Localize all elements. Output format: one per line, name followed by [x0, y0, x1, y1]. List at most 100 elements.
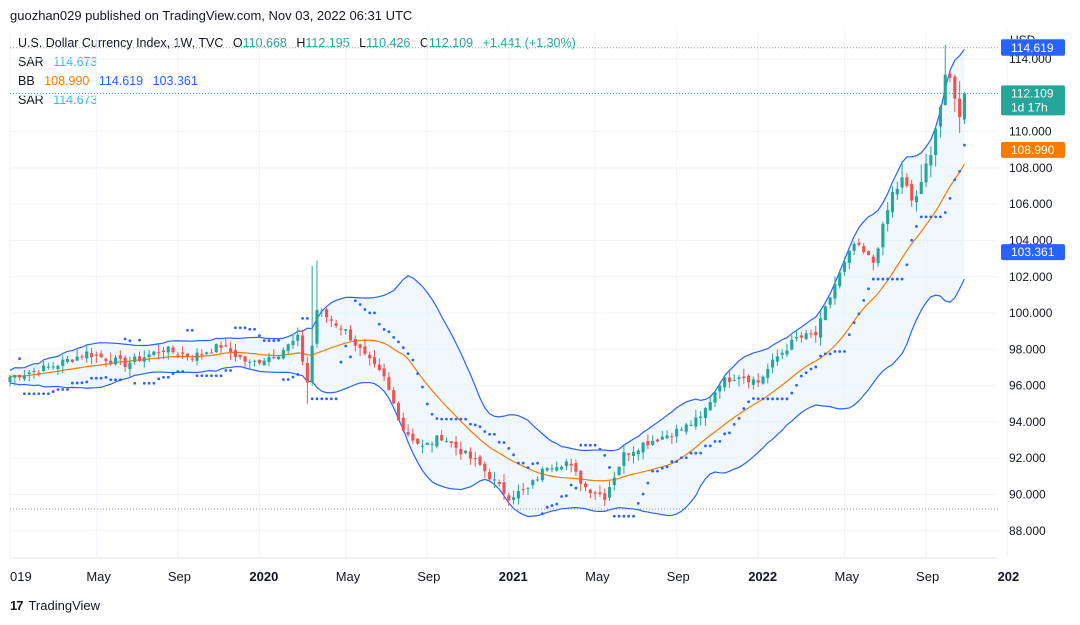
sar-dot — [315, 397, 319, 401]
sar-dot — [473, 423, 477, 427]
sar-dot — [387, 330, 391, 334]
sar-dot — [18, 357, 21, 360]
candle-body — [771, 359, 775, 368]
candle-body — [272, 356, 276, 359]
candle-body — [559, 466, 564, 470]
legend-symbol[interactable]: U.S. Dollar Currency Index, 1W, TVC — [18, 36, 224, 50]
sar-dot — [449, 417, 453, 421]
candle-body — [910, 183, 914, 201]
candle-body — [785, 350, 789, 355]
candle-body — [574, 463, 578, 472]
bb-upper-line — [9, 48, 965, 452]
candle-body — [958, 98, 962, 118]
bb-lower-line — [9, 278, 965, 518]
x-tick-label: May — [585, 569, 610, 584]
sar-dot — [847, 333, 851, 337]
sar-dot — [272, 339, 276, 343]
candle-body — [329, 319, 333, 321]
candle-body — [392, 390, 396, 404]
legend-sar1-row[interactable]: SAR 114.673 — [18, 53, 582, 72]
sar-dot — [857, 312, 861, 316]
candle-body — [200, 354, 204, 356]
price-tag-label: 108.990 — [1011, 143, 1055, 157]
candle-body — [13, 374, 17, 378]
sar-dot — [320, 397, 324, 401]
candle-body — [372, 357, 377, 364]
sar-dot — [344, 344, 348, 348]
legend-h-label: H — [296, 36, 306, 50]
sar-dot — [680, 456, 683, 460]
sar-dot — [799, 374, 803, 378]
candle-body — [531, 480, 535, 486]
sar-dot — [281, 378, 285, 381]
legend-bb-row[interactable]: BB 108.990 114.619 103.361 — [18, 72, 582, 91]
sar-dot — [608, 466, 611, 469]
sar-dot — [368, 311, 372, 315]
candle-body — [718, 385, 722, 392]
sar-dot — [785, 397, 789, 401]
sar-dot — [205, 374, 209, 378]
sar-dot — [305, 317, 309, 320]
candle-body — [324, 309, 329, 318]
sar-dot — [267, 339, 271, 343]
price-tag-countdown: 1d 17h — [1011, 100, 1048, 114]
sar-dot — [708, 444, 712, 448]
candle-body — [214, 344, 218, 353]
candle-body — [387, 377, 391, 390]
price-chart[interactable]: USD88.00090.00092.00094.00096.00098.0001… — [0, 30, 1080, 595]
sar-dot — [939, 215, 942, 219]
candle-body — [684, 424, 688, 432]
candle-body — [694, 417, 698, 427]
candle-body — [339, 328, 343, 330]
sar-dot — [147, 381, 151, 385]
y-tick-label: 108.000 — [1009, 161, 1053, 175]
sar-dot — [656, 469, 659, 473]
price-tag — [1001, 39, 1065, 56]
candle-body — [396, 403, 401, 421]
candle-body — [348, 329, 353, 341]
legend-sar2-row[interactable]: SAR 114.673 — [18, 91, 582, 110]
y-tick-label: 102.000 — [1009, 270, 1053, 284]
sar-dot — [771, 397, 774, 401]
sar-dot — [142, 381, 146, 385]
candle-body — [315, 309, 319, 344]
sar-dot — [80, 381, 84, 385]
candle-body — [142, 357, 146, 362]
candle-body — [262, 360, 266, 366]
candle-body — [281, 350, 285, 359]
sar-dot — [118, 378, 122, 382]
candle-body — [118, 355, 122, 359]
candle-body — [8, 376, 12, 383]
candle-body — [32, 370, 36, 372]
candle-body — [603, 493, 607, 500]
sar-dot — [66, 388, 69, 391]
chart-legend: U.S. Dollar Currency Index, 1W, TVC O110… — [18, 34, 582, 110]
sar-dot — [454, 417, 458, 421]
sar-dot — [109, 378, 113, 382]
sar-dot — [636, 501, 640, 505]
sar-dot — [286, 378, 290, 381]
sar-dot — [94, 376, 98, 380]
candle-body — [286, 344, 290, 351]
sar-dot — [867, 287, 870, 291]
sar-dot — [891, 277, 894, 281]
sar-dot — [181, 370, 185, 373]
legend-bb-lower: 103.361 — [152, 74, 198, 88]
legend-close: 112.109 — [428, 36, 474, 50]
sar-dot — [353, 299, 357, 303]
candle-body — [99, 353, 103, 358]
candle-body — [934, 128, 938, 155]
sar-dot — [684, 456, 688, 460]
sar-dot — [516, 461, 520, 465]
sar-dot — [780, 397, 784, 401]
sar-dot — [104, 375, 108, 379]
candle-body — [866, 251, 871, 256]
footer-brand[interactable]: 17 TradingView — [10, 598, 100, 613]
candle-body — [675, 428, 679, 437]
candle-body — [751, 379, 755, 385]
candle-body — [488, 472, 492, 480]
candle-body — [747, 375, 751, 383]
candle-body — [766, 368, 770, 378]
sar-dot — [152, 381, 156, 385]
candle-body — [123, 357, 127, 367]
